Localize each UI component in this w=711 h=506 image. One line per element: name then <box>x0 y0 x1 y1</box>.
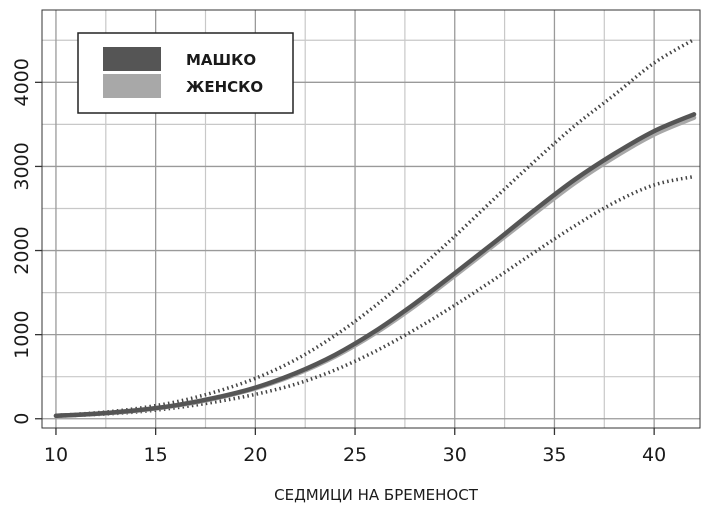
series-lines <box>53 112 697 419</box>
y-tick-label: 2000 <box>11 226 33 274</box>
minor-grid <box>42 10 700 428</box>
x-tick-label: 35 <box>542 444 566 466</box>
series-line-male <box>53 112 697 419</box>
legend-box <box>77 32 294 114</box>
legend-label-female: ЖЕНСКО <box>186 78 263 96</box>
y-tick-label: 3000 <box>11 142 33 190</box>
y-tick-label: 0 <box>11 413 33 425</box>
x-tick-label: 30 <box>443 444 467 466</box>
plot-frame <box>41 9 701 429</box>
x-tick-label: 25 <box>343 444 367 466</box>
y-tick-label: 4000 <box>11 58 33 106</box>
legend: МАШКО ЖЕНСКО <box>77 32 294 114</box>
x-tick-label: 40 <box>642 444 666 466</box>
upper-percentile-line <box>55 37 695 418</box>
x-tick-label: 10 <box>44 444 68 466</box>
y-axis-ticks: 0 1000 2000 3000 4000 <box>11 58 42 425</box>
y-tick-label: 1000 <box>11 310 33 358</box>
x-tick-label: 15 <box>144 444 168 466</box>
legend-swatch-male <box>103 47 161 71</box>
legend-label-male: МАШКО <box>186 51 256 69</box>
x-axis-ticks: 10 15 20 25 30 35 40 <box>44 428 666 466</box>
x-axis-label: СЕДМИЦИ НА БРЕМЕНОСТ <box>274 486 479 504</box>
legend-swatch-female <box>103 74 161 98</box>
legend-items: МАШКО ЖЕНСКО <box>103 47 263 98</box>
x-tick-label: 20 <box>243 444 267 466</box>
